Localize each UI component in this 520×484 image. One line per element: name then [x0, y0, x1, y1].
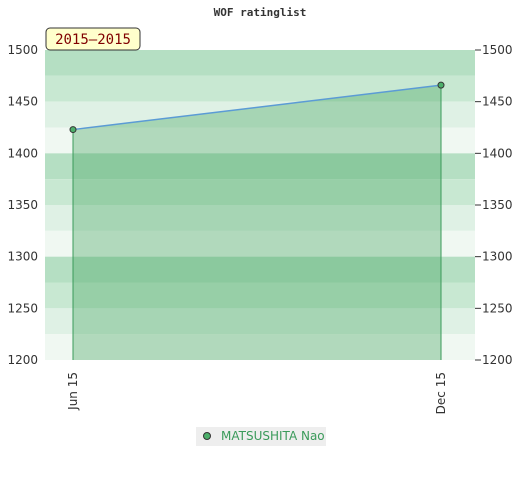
plot-background — [45, 50, 475, 360]
point — [69, 126, 77, 134]
badge: 2015—2015 — [55, 32, 131, 48]
band — [45, 153, 475, 180]
band — [45, 230, 475, 257]
legend-label: MATSUSHITA Nao — [221, 429, 325, 443]
y2-tick-label: 1500 — [482, 43, 513, 57]
y-tick-label: 1350 — [7, 198, 38, 212]
y2-tick-label: 1400 — [482, 146, 513, 160]
band — [45, 75, 475, 102]
band — [45, 50, 475, 76]
y2-tick-label: 1250 — [482, 301, 513, 315]
line — [72, 84, 442, 131]
y-tick-label: 1450 — [7, 95, 38, 109]
y-tick-label: 1300 — [7, 250, 38, 264]
y-tick-label: 1250 — [7, 301, 38, 315]
band — [45, 282, 475, 309]
band — [45, 101, 475, 128]
band — [45, 334, 475, 360]
y2-tick-label: 1450 — [482, 95, 513, 109]
band — [45, 308, 475, 335]
chart-title: WOF ratinglist — [214, 6, 307, 19]
band — [45, 179, 475, 205]
badge-box — [45, 27, 141, 51]
y-tick-label: 1400 — [7, 146, 38, 160]
y-tick-label: 1200 — [7, 353, 38, 367]
band — [45, 256, 475, 283]
y2-tick-label: 1200 — [482, 353, 513, 367]
legend-marker — [203, 432, 211, 440]
y-tick-label: 1500 — [7, 43, 38, 57]
x-tick-label: Dec 15 — [434, 372, 448, 414]
y2-tick-label: 1350 — [482, 198, 513, 212]
point — [437, 81, 445, 89]
band — [45, 205, 475, 231]
plot — [69, 81, 445, 360]
x-tick-label: Jun 15 — [66, 372, 80, 411]
legend-box — [196, 427, 326, 446]
area — [73, 85, 441, 360]
y2-tick-label: 1300 — [482, 250, 513, 264]
band — [45, 127, 475, 154]
